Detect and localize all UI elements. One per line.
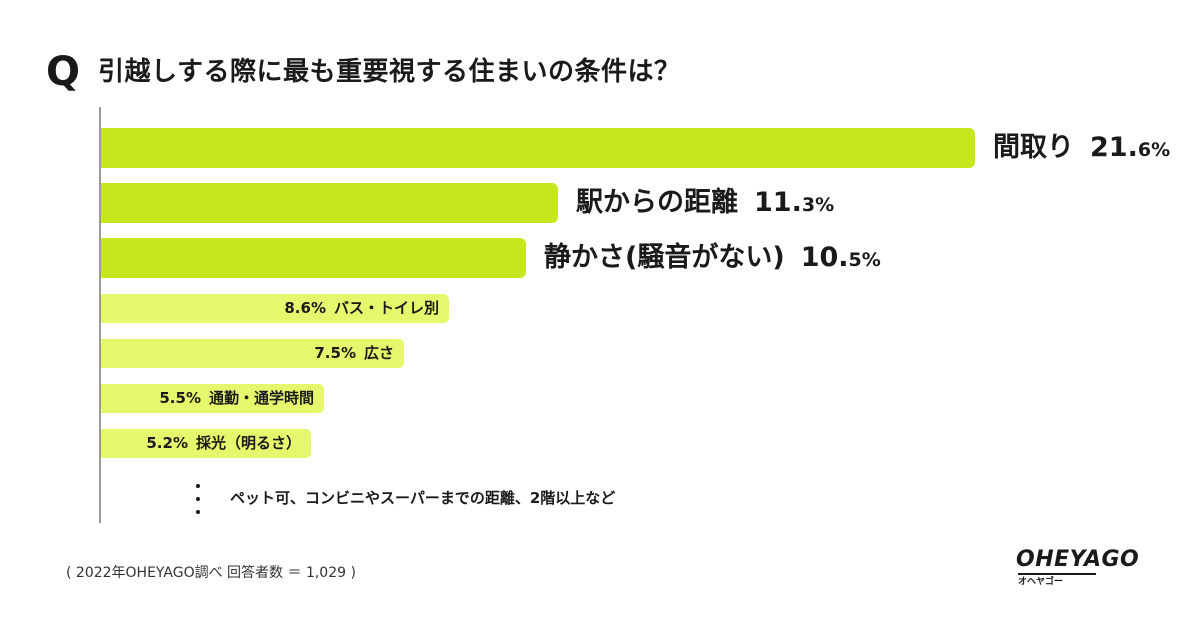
chart-axis xyxy=(99,107,101,523)
value-label-int: 21. xyxy=(1090,132,1138,163)
value-label: 5.5% xyxy=(159,389,201,407)
value-label-dec: 3% xyxy=(801,194,835,216)
others-note: ペット可、コンビニやスーパーまでの距離、2階以上など xyxy=(230,489,616,507)
bar-7 xyxy=(101,429,311,458)
bar-label-5: 7.5% 広さ xyxy=(101,339,394,368)
value-label-dec: 6% xyxy=(1137,139,1171,161)
value-label: 10.5% xyxy=(801,240,881,279)
value-label-int: 11. xyxy=(754,187,802,218)
value-label: 5.2% xyxy=(146,434,188,452)
bar-label-7: 5.2% 採光（明るさ） xyxy=(101,429,301,458)
bar-label-4: 8.6% バス・トイレ別 xyxy=(101,294,439,323)
category-label: 採光（明るさ） xyxy=(195,434,301,452)
value-label: 8.6% xyxy=(284,299,326,317)
bar-1 xyxy=(101,128,975,168)
value-label-int: 10. xyxy=(800,242,849,273)
category-label: 広さ xyxy=(363,344,394,362)
bar-label-2: 駅からの距離 11.3% xyxy=(576,185,834,224)
bar-label-1: 間取り 21.6% xyxy=(993,130,1170,169)
bar-6 xyxy=(101,384,324,413)
bar-label-6: 5.5% 通勤・通学時間 xyxy=(101,384,314,413)
category-label: 駅からの距離 xyxy=(576,187,738,218)
page-title: 引越しする際に最も重要視する住まいの条件は？ xyxy=(98,57,681,87)
logo-kana: オヘヤゴー xyxy=(1018,577,1064,587)
value-label: 21.6% xyxy=(1090,130,1170,169)
oheyago-logo: OHEYAGO オヘヤゴー xyxy=(1016,546,1152,590)
value-label-dec: 5% xyxy=(848,249,881,271)
category-label: バス・トイレ別 xyxy=(333,299,439,317)
category-label: 間取り xyxy=(993,132,1074,163)
logo-underline xyxy=(1018,573,1096,575)
category-label: 静かさ(騒音がない) xyxy=(544,242,785,273)
value-label: 11.3% xyxy=(754,185,834,224)
bar-3 xyxy=(101,238,526,278)
logo-word: OHEYAGO xyxy=(1016,547,1140,572)
category-label: 通勤・通学時間 xyxy=(208,389,314,407)
bar-label-3: 静かさ(騒音がない) 10.5% xyxy=(544,240,881,279)
bar-5 xyxy=(101,339,404,368)
ellipsis-icon xyxy=(194,484,202,520)
bar-2 xyxy=(101,183,558,223)
source-note: ( 2022年OHEYAGO調べ 回答者数 ＝ 1,029 ) xyxy=(66,565,356,581)
question-mark: Q xyxy=(46,49,81,95)
bar-4 xyxy=(101,294,449,323)
value-label: 7.5% xyxy=(314,344,356,362)
